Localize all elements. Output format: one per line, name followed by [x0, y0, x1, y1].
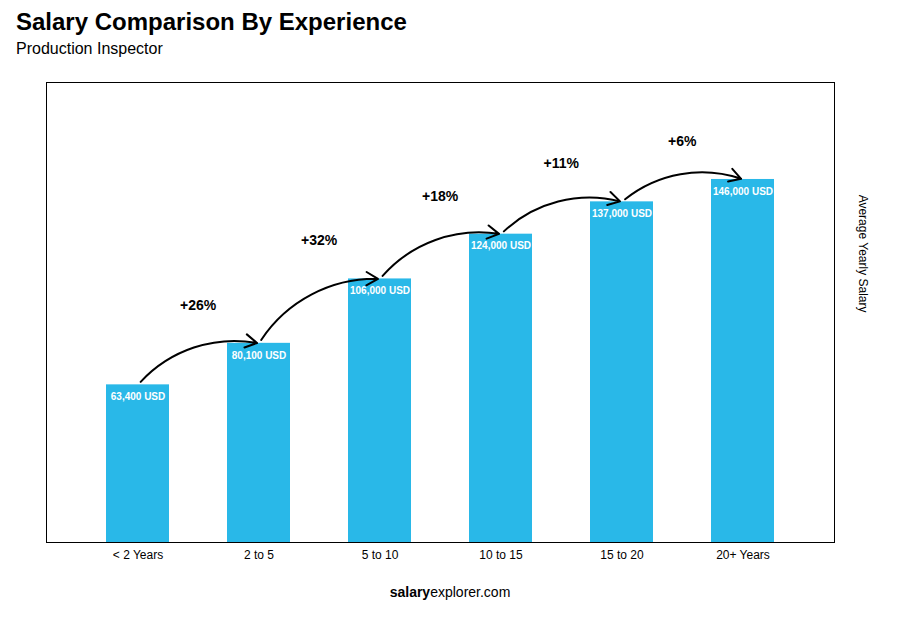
svg-text:106,000 USD: 106,000 USD: [350, 285, 410, 296]
svg-text:+11%: +11%: [543, 155, 579, 171]
svg-text:146,000 USD: 146,000 USD: [713, 186, 773, 197]
html-text:Salary Comparison By Experienc: Salary Comparison By Experience: [16, 8, 407, 35]
svg-text:15 to 20: 15 to 20: [600, 548, 644, 562]
svg-text:20+ Years: 20+ Years: [716, 548, 770, 562]
svg-text:63,400 USD: 63,400 USD: [111, 391, 165, 402]
html-text:Production Inspector: Production Inspector: [16, 40, 163, 57]
svg-text:+18%: +18%: [422, 188, 459, 204]
svg-text:+26%: +26%: [180, 297, 217, 313]
svg-text:137,000 USD: 137,000 USD: [592, 208, 652, 219]
svg-text:10 to 15: 10 to 15: [479, 548, 523, 562]
svg-text:< 2 Years: < 2 Years: [113, 548, 163, 562]
svg-text:80,100 USD: 80,100 USD: [232, 350, 286, 361]
svg-text:5 to 10: 5 to 10: [362, 548, 399, 562]
html-text:salary explorer.com: salary explorer.com: [389, 584, 511, 600]
svg-text:+32%: +32%: [301, 232, 338, 248]
svg-text:2 to 5: 2 to 5: [244, 548, 274, 562]
svg-text:+6%: +6%: [668, 133, 697, 149]
svg-text:Average Yearly Salary: Average Yearly Salary: [856, 195, 870, 313]
svg-text:124,000 USD: 124,000 USD: [471, 240, 531, 251]
